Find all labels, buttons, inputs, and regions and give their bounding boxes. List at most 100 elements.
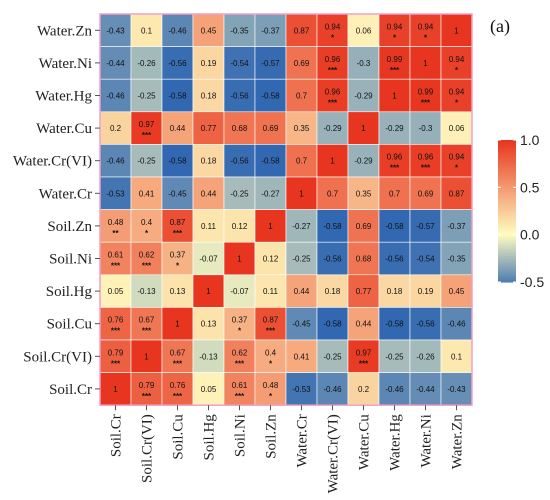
colorbar-segment: [498, 248, 516, 252]
cell-value-label: -0.45: [292, 320, 311, 329]
heatmap-cell: [316, 176, 349, 210]
cell-value-label: -0.58: [385, 222, 404, 231]
cell-value-label: 0.7: [296, 157, 308, 166]
heatmap-cell: [347, 372, 380, 406]
cell-value-label: 0.87: [170, 218, 186, 227]
colorbar-segment: [498, 270, 516, 274]
heatmap-cell: [223, 78, 256, 113]
heatmap-cell: [130, 339, 163, 373]
cell-value-label: 0.1: [141, 26, 153, 35]
colorbar-segment: [498, 251, 516, 255]
heatmap-cell: [130, 78, 163, 113]
cell-value-label: -0.44: [416, 385, 435, 394]
heatmap-cell: [161, 339, 194, 373]
grid-border: [99, 13, 473, 406]
cell-value-label: 0.94: [449, 88, 465, 97]
colorbar-segment: [498, 255, 516, 259]
significance-stars: ***: [142, 327, 152, 336]
heatmap-cell: [347, 339, 380, 373]
cell-value-label: -0.29: [354, 92, 373, 101]
cell-value-label: 0.37: [170, 251, 186, 260]
colorbar-segment: [498, 177, 516, 181]
colorbar-segment: [498, 279, 516, 283]
heatmap-cell: [223, 176, 256, 210]
heatmap-cell: [316, 339, 349, 373]
significance-stars: *: [424, 33, 428, 42]
colorbar-segment: [498, 258, 516, 262]
heatmap-cell: [161, 46, 194, 80]
colorbar-segment: [498, 147, 516, 151]
cell-value-label: 0.96: [325, 88, 341, 97]
row-label: Soil.Zn: [47, 219, 92, 235]
heatmap-cell: [161, 372, 194, 406]
colorbar-segment: [498, 225, 516, 229]
column-label: Soil.Ni: [233, 414, 249, 457]
colorbar-segment: [498, 194, 516, 198]
cell-value-label: -0.58: [168, 157, 187, 166]
cell-value-label: 0.2: [110, 124, 122, 133]
cell-value-label: 0.44: [356, 320, 372, 329]
cell-value-label: 0.19: [201, 59, 217, 68]
cell-value-label: 0.79: [139, 381, 155, 390]
colorbar-segment: [498, 151, 516, 155]
colorbar-segment: [498, 168, 516, 172]
heatmap-cell: [285, 241, 318, 276]
cell-value-label: 0.69: [294, 59, 310, 68]
cell-value-label: -0.56: [230, 157, 249, 166]
heatmap-cell: [254, 13, 287, 47]
significance-stars: ***: [235, 359, 245, 368]
cell-value-label: -0.25: [385, 352, 404, 361]
cell-value-label: -0.57: [261, 59, 280, 68]
colorbar-segment: [498, 163, 516, 167]
colorbar-segment: [498, 241, 516, 245]
heatmap-cell: [440, 111, 473, 145]
colorbar-segment: [498, 277, 516, 281]
row-label: Water.Ni: [39, 56, 92, 72]
colorbar-segment: [498, 140, 516, 143]
colorbar-segment: [498, 142, 516, 146]
cell-value-label: -0.25: [323, 352, 342, 361]
cell-value-label: 0.99: [387, 55, 403, 64]
heatmap-cell: [316, 307, 349, 341]
cell-value-label: 0.87: [449, 189, 465, 198]
colorbar-segment: [498, 154, 516, 158]
colorbar-segment: [498, 170, 516, 174]
colorbar-segment: [498, 237, 516, 240]
significance-stars: ***: [328, 99, 338, 108]
colorbar-segment: [498, 213, 516, 217]
cell-value-label: 0.69: [418, 189, 434, 198]
cell-value-label: 0.96: [387, 153, 403, 162]
colorbar-segment: [498, 203, 516, 207]
cell-value-label: -0.29: [323, 124, 342, 133]
heatmap-cell: [440, 372, 473, 406]
cell-value-label: -0.35: [447, 255, 466, 264]
heatmap-cell: [130, 372, 163, 406]
colorbar-segment: [498, 220, 516, 224]
colorbar-segment: [498, 274, 516, 278]
colorbar-segment: [498, 211, 516, 214]
cell-value-label: -0.58: [323, 320, 342, 329]
cell-value-label: -0.25: [230, 189, 249, 198]
cell-value-label: -0.29: [385, 124, 404, 133]
heatmap-cell: [223, 307, 256, 341]
heatmap-cell: [409, 307, 442, 341]
heatmap-cell: [223, 144, 256, 178]
cell-value-label: 0.61: [108, 251, 124, 260]
cell-value-label: 0.44: [294, 287, 310, 296]
significance-stars: ***: [142, 131, 152, 140]
colorbar-segment: [498, 182, 516, 186]
row-label: Soil.Ni: [49, 252, 92, 268]
significance-stars: ***: [235, 392, 245, 401]
significance-stars: *: [238, 327, 242, 336]
significance-stars: ***: [111, 327, 121, 336]
cell-value-label: 0.41: [294, 352, 310, 361]
heatmap-cell: [316, 78, 349, 113]
cell-value-label: 0.11: [201, 222, 217, 231]
cell-value-label: 1: [144, 352, 149, 361]
colorbar-segment: [498, 196, 516, 200]
row-label: Water.Cr(VI): [13, 154, 92, 170]
significance-stars: *: [269, 359, 273, 368]
cell-value-label: -0.46: [385, 385, 404, 394]
heatmap-cell: [378, 372, 411, 406]
